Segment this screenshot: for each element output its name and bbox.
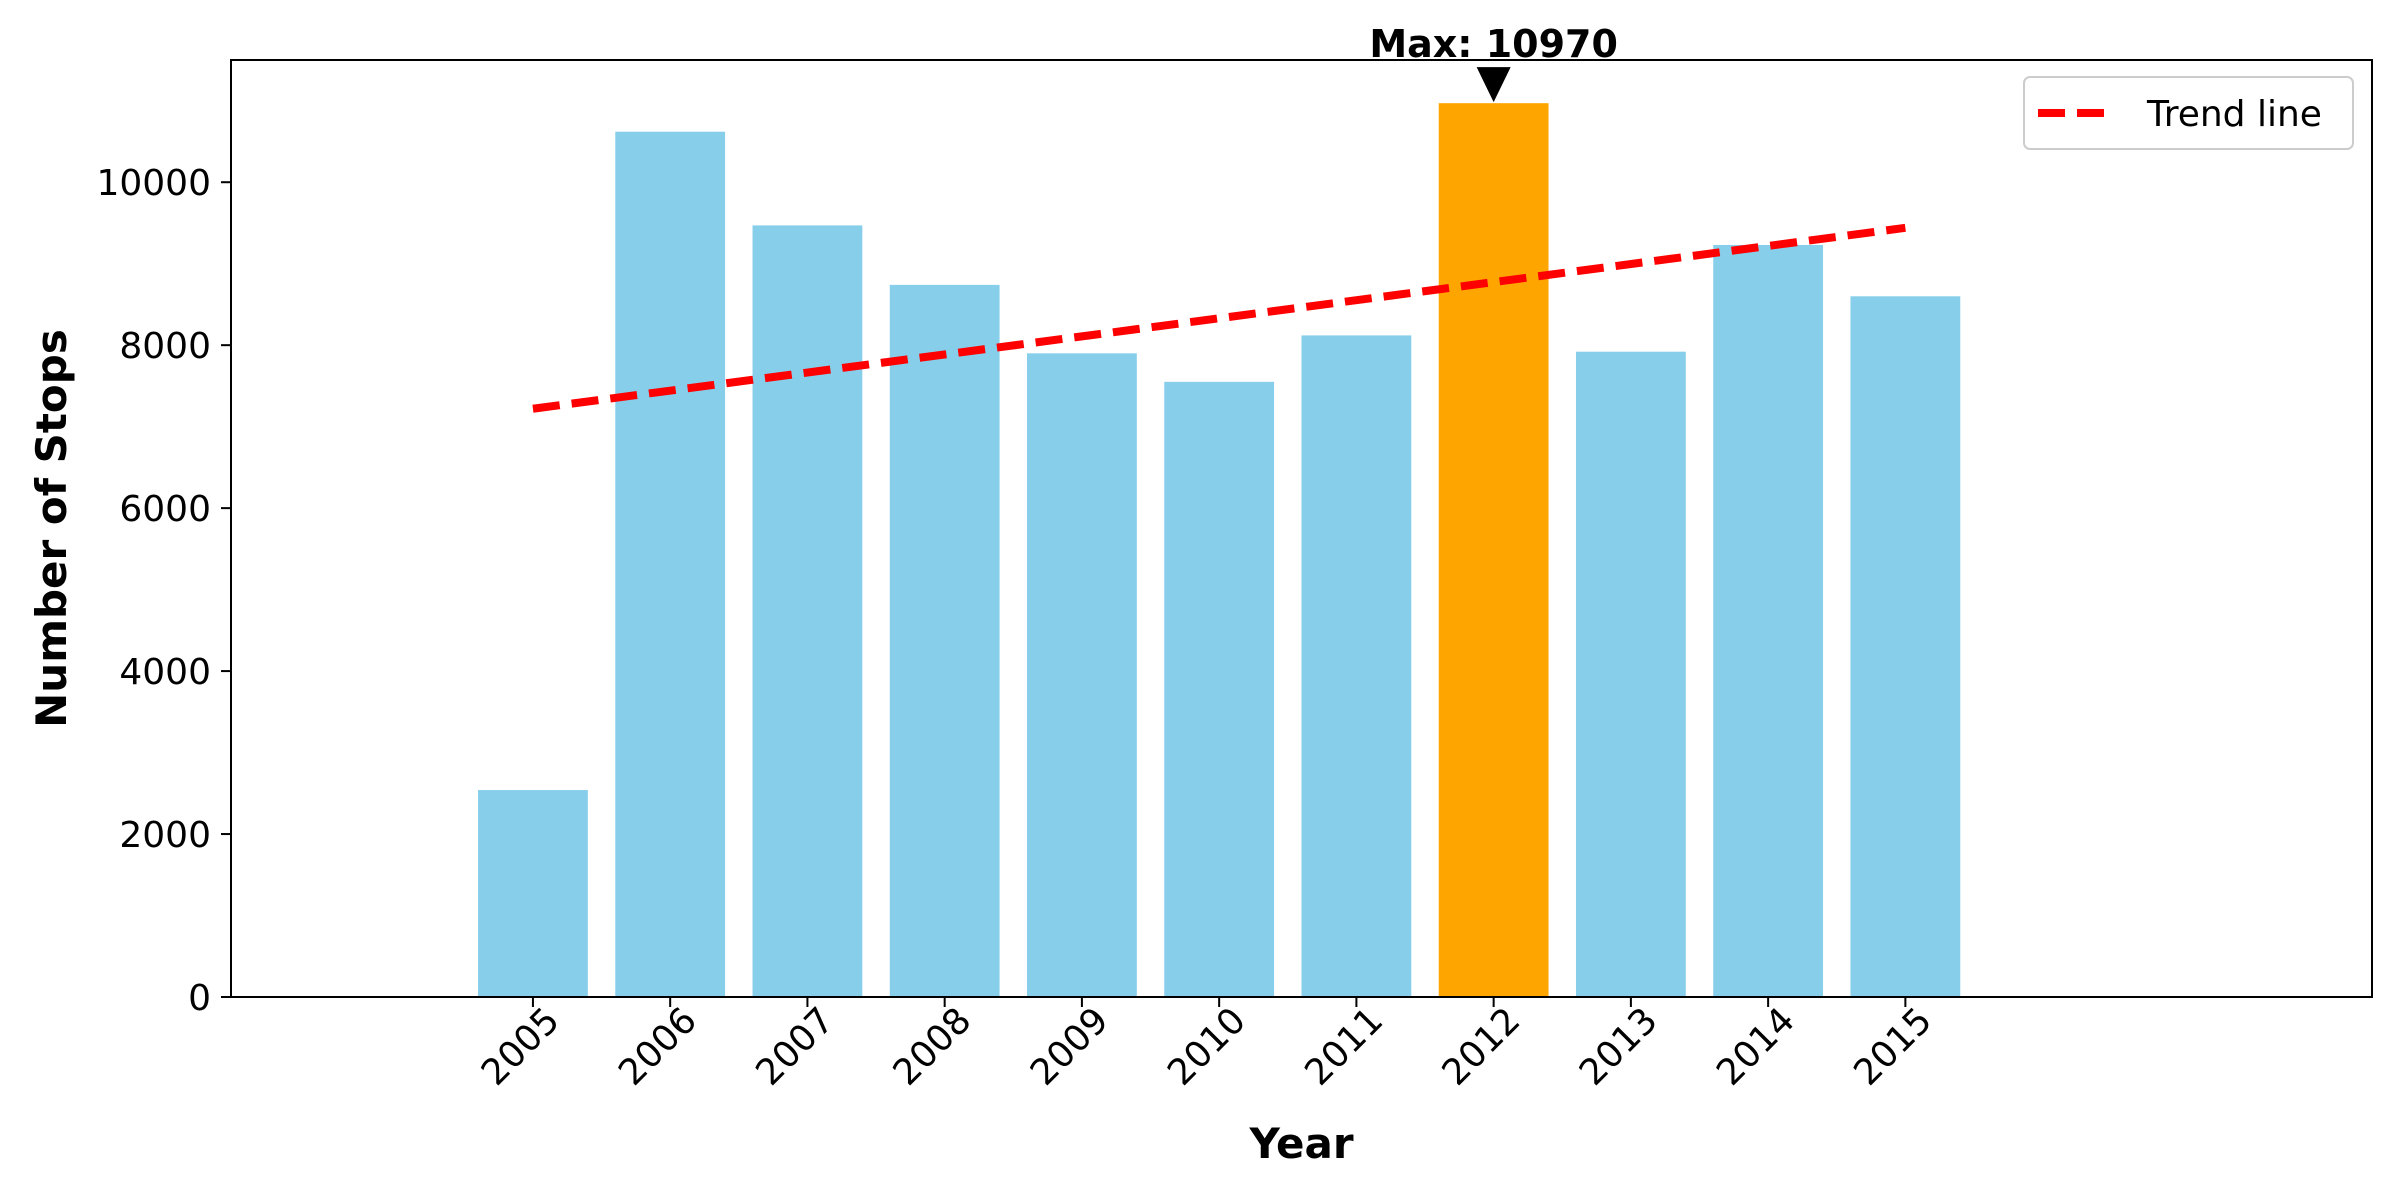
max-annotation-label: Max: 10970 bbox=[1369, 22, 1618, 66]
bar-2011 bbox=[1301, 335, 1412, 998]
x-tick-label: 2006 bbox=[611, 1000, 705, 1094]
y-axis-title: Number of Stops bbox=[27, 329, 76, 728]
bar-2008 bbox=[889, 284, 1000, 997]
bar-2010 bbox=[1164, 381, 1275, 998]
x-tick-label: 2010 bbox=[1160, 1000, 1254, 1094]
legend: Trend line bbox=[2023, 76, 2354, 150]
x-tick-label: 2009 bbox=[1023, 1000, 1117, 1094]
bar-2009 bbox=[1027, 353, 1137, 997]
trend-group bbox=[532, 223, 1906, 413]
x-tick-label: 2015 bbox=[1846, 1000, 1940, 1094]
y-tick-label: 8000 bbox=[119, 326, 211, 367]
bar-2014 bbox=[1713, 244, 1824, 997]
x-tick-label: 2007 bbox=[748, 1000, 842, 1094]
plot-frame bbox=[230, 59, 2373, 998]
bar-max-2012 bbox=[1438, 103, 1549, 998]
y-tick-label: 6000 bbox=[119, 489, 211, 530]
bar-2013 bbox=[1575, 351, 1686, 998]
bars-group bbox=[478, 103, 1961, 998]
trend-line bbox=[532, 223, 1906, 413]
x-tick-label: 2012 bbox=[1435, 1000, 1529, 1094]
x-tick-label: 2005 bbox=[474, 1000, 568, 1094]
max-annotation-arrow bbox=[1476, 67, 1511, 103]
x-tick-label: 2008 bbox=[886, 1000, 980, 1094]
legend-label-trend: Trend line bbox=[2146, 94, 2322, 135]
bar-2007 bbox=[752, 225, 863, 997]
annotation-group: Max: 10970 bbox=[1369, 22, 1618, 103]
x-tick-label: 2014 bbox=[1709, 1000, 1803, 1094]
y-tick-label: 0 bbox=[188, 978, 211, 1019]
bar-2015 bbox=[1850, 296, 1961, 997]
x-axis-title: Year bbox=[1248, 1119, 1353, 1168]
bar-2006 bbox=[615, 131, 726, 997]
legend-box bbox=[2023, 76, 2354, 150]
y-tick-label: 10000 bbox=[96, 163, 211, 204]
y-tick-label: 4000 bbox=[119, 652, 211, 693]
y-tick-label: 2000 bbox=[119, 815, 211, 856]
bar-2005 bbox=[478, 790, 588, 997]
x-tick-label: 2013 bbox=[1572, 1000, 1666, 1094]
x-tick-label: 2011 bbox=[1297, 1000, 1391, 1094]
